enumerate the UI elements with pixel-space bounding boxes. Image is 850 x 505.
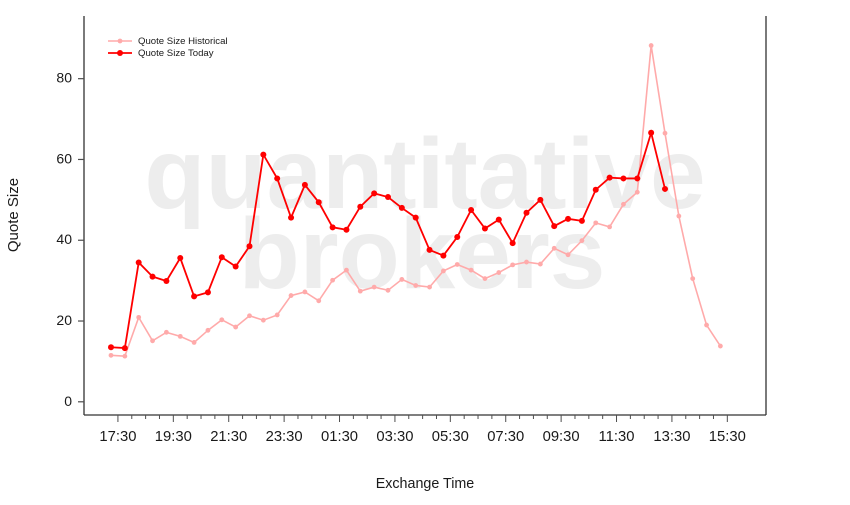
svg-text:11:30: 11:30: [599, 429, 635, 445]
svg-text:05:30: 05:30: [432, 429, 469, 445]
svg-text:Quote Size Historical: Quote Size Historical: [138, 36, 228, 47]
svg-text:brokers: brokers: [239, 198, 606, 310]
svg-text:0: 0: [64, 393, 72, 409]
svg-text:17:30: 17:30: [99, 429, 136, 445]
svg-text:13:30: 13:30: [653, 429, 690, 445]
svg-text:21:30: 21:30: [210, 429, 247, 445]
svg-text:20: 20: [56, 312, 72, 328]
svg-text:80: 80: [56, 70, 72, 86]
svg-text:15:30: 15:30: [709, 429, 746, 445]
svg-text:07:30: 07:30: [487, 429, 524, 445]
svg-text:19:30: 19:30: [155, 429, 192, 445]
svg-text:Exchange Time: Exchange Time: [376, 476, 475, 492]
svg-text:03:30: 03:30: [376, 429, 413, 445]
svg-text:Quote Size Today: Quote Size Today: [138, 48, 214, 59]
svg-text:Quote Size: Quote Size: [5, 178, 22, 252]
svg-text:09:30: 09:30: [543, 429, 580, 445]
svg-text:60: 60: [56, 150, 72, 166]
svg-text:40: 40: [56, 231, 72, 247]
svg-text:01:30: 01:30: [321, 429, 358, 445]
svg-text:23:30: 23:30: [266, 429, 303, 445]
